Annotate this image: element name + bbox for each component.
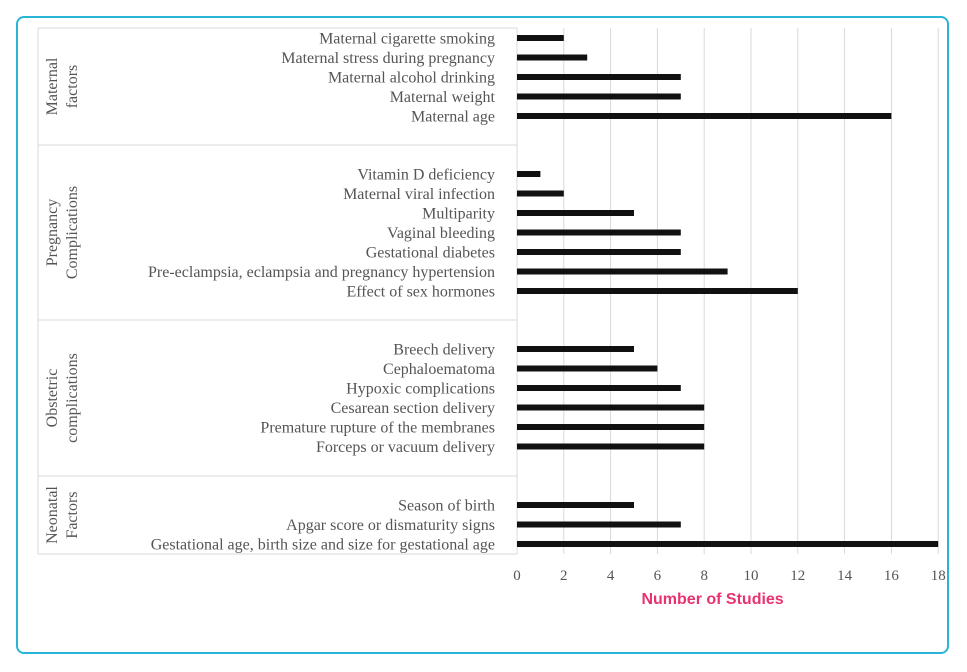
x-tick-label: 16 <box>884 568 900 584</box>
category-label: Maternal stress during pregnancy <box>281 50 495 67</box>
category-label: Breech delivery <box>393 342 495 359</box>
category-label: Pre-eclampsia, eclampsia and pregnancy h… <box>148 264 495 281</box>
x-tick-label: 0 <box>513 568 521 584</box>
group-label: Obstetric <box>44 369 61 428</box>
bar <box>517 288 798 294</box>
category-label: Hypoxic complications <box>346 381 495 398</box>
bar <box>517 74 681 80</box>
category-label: Premature rupture of the membranes <box>260 420 495 437</box>
x-tick-label: 10 <box>744 568 759 584</box>
bar <box>517 268 728 275</box>
bar <box>517 365 658 372</box>
bar <box>517 229 681 236</box>
group-label: Pregnancy <box>44 199 61 267</box>
x-axis-title: Number of Studies <box>641 591 783 608</box>
bar <box>517 443 705 450</box>
x-tick-label: 14 <box>837 568 853 584</box>
bar <box>517 521 681 528</box>
category-label: Effect of sex hormones <box>346 284 495 301</box>
category-label: Gestational age, birth size and size for… <box>151 537 495 554</box>
category-label: Apgar score or dismaturity signs <box>286 517 495 534</box>
category-label: Maternal alcohol drinking <box>328 70 495 87</box>
group-label: Complications <box>64 186 81 279</box>
category-label: Cephaloematoma <box>383 361 495 378</box>
x-tick-label: 12 <box>790 568 805 584</box>
group-label: complications <box>64 353 81 443</box>
category-label: Maternal viral infection <box>343 186 495 203</box>
group-label: Neonatal <box>44 486 61 544</box>
category-label: Gestational diabetes <box>366 245 495 262</box>
x-tick-label: 18 <box>931 568 946 584</box>
bar <box>517 54 588 61</box>
bar <box>517 385 681 391</box>
group-label: Maternal <box>44 57 61 115</box>
bar <box>517 190 564 197</box>
chart-frame <box>16 16 949 654</box>
bar <box>517 541 939 547</box>
bar <box>517 93 681 100</box>
category-label: Season of birth <box>398 498 495 515</box>
bar <box>517 113 892 119</box>
category-label: Vaginal bleeding <box>387 225 495 242</box>
category-label: Maternal age <box>411 109 495 126</box>
category-label: Cesarean section delivery <box>331 400 495 417</box>
x-tick-label: 6 <box>654 568 662 584</box>
bar <box>517 35 564 41</box>
category-label: Vitamin D deficiency <box>357 167 495 184</box>
x-tick-label: 4 <box>607 568 615 584</box>
bar <box>517 404 705 411</box>
x-tick-label: 8 <box>700 568 708 584</box>
group-label: factors <box>64 65 81 109</box>
category-label: Maternal cigarette smoking <box>319 31 495 48</box>
bar <box>517 171 541 177</box>
group-label: Factors <box>64 491 81 538</box>
bar <box>517 346 634 352</box>
bar <box>517 249 681 255</box>
x-tick-label: 2 <box>560 568 568 584</box>
category-label: Maternal weight <box>390 89 496 106</box>
bar <box>517 210 634 216</box>
bar <box>517 424 705 430</box>
category-label: Multiparity <box>422 206 495 223</box>
bar <box>517 502 634 508</box>
category-label: Forceps or vacuum delivery <box>316 439 495 456</box>
